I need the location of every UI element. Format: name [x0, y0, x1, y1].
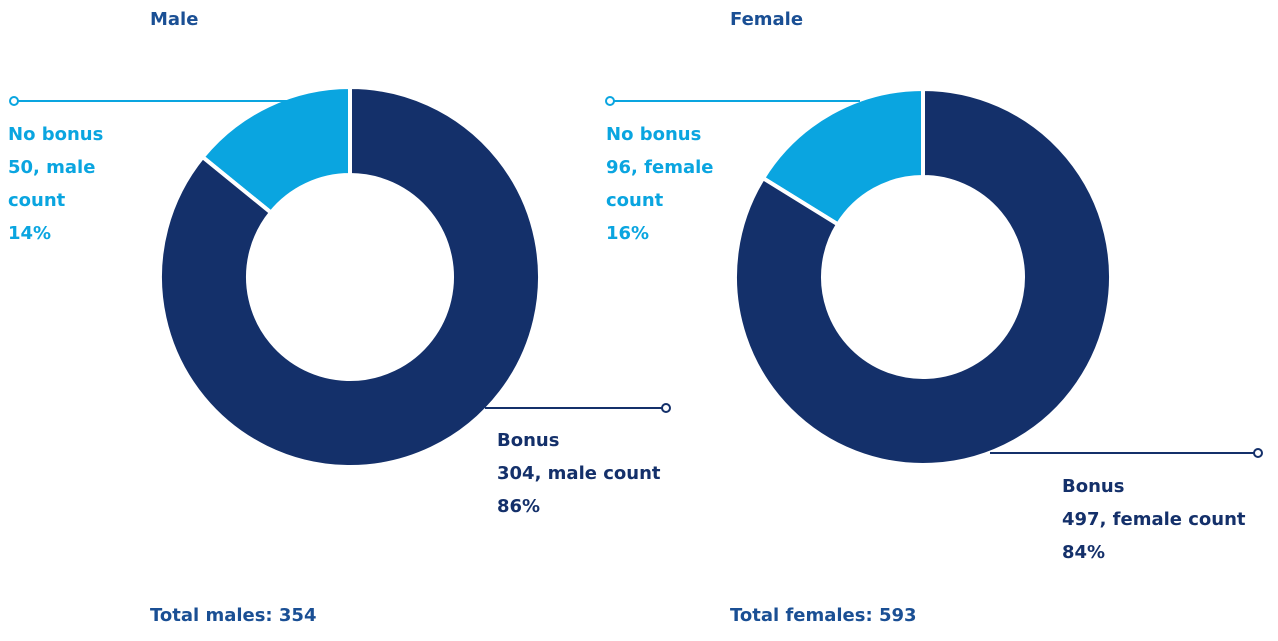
category: Bonus	[497, 430, 560, 451]
category: Bonus	[1062, 476, 1125, 497]
leader-dot	[9, 96, 19, 106]
slice-label: No bonus 96, female count 16%	[606, 118, 726, 250]
leader-dot	[661, 403, 671, 413]
percent-label: 86%	[497, 496, 541, 517]
value-label: 497, female count	[1062, 509, 1246, 530]
chart-title: Female	[730, 9, 804, 30]
value-label: 96, female count	[606, 157, 714, 211]
percent-label: 14%	[8, 223, 52, 244]
chart-title: Male	[150, 9, 199, 30]
category: No bonus	[8, 124, 104, 145]
percent-label: 84%	[1062, 542, 1106, 563]
category: No bonus	[606, 124, 702, 145]
donut-slice	[158, 84, 542, 469]
donut-slice	[733, 86, 1113, 467]
slice-label: Bonus 497, female count 84%	[1062, 470, 1278, 569]
chart-total: Total males: 354	[150, 605, 317, 626]
slice-label: Bonus 304, male count 86%	[497, 424, 757, 523]
percent-label: 16%	[606, 223, 650, 244]
leader-dot	[1253, 448, 1263, 458]
chart-total: Total females: 593	[730, 605, 917, 626]
leader-dot	[605, 96, 615, 106]
value-label: 50, male count	[8, 157, 96, 211]
value-label: 304, male count	[497, 463, 661, 484]
slice-label: No bonus 50, male count 14%	[8, 118, 128, 250]
